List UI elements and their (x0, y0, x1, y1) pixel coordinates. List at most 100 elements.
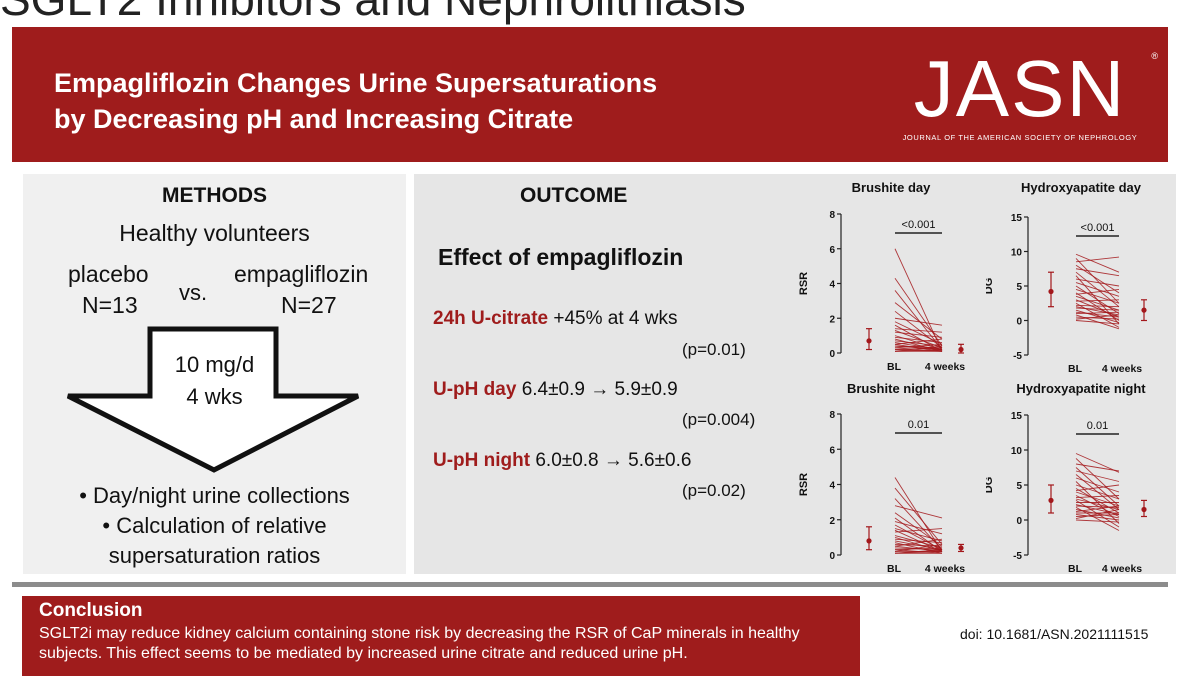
x-label-baseline: BL (887, 361, 902, 373)
y-axis-label: RSR (799, 272, 810, 295)
chart-brushite-day-svg: Brushite day RSR 0 2 4 6 8 BL 4 weeks <0.001 (799, 180, 965, 373)
y-tick-label: 15 (1011, 213, 1023, 224)
paired-line (1075, 314, 1120, 320)
p-value-label: <0.001 (902, 219, 936, 231)
empagliflozin-label: empagliflozin (234, 261, 369, 287)
paired-line (894, 498, 943, 551)
chart-hydroxyapatite-day: Hydroxyapatite day DG -5 0 5 10 15 BL 4 weeks <0.… (986, 176, 1176, 376)
ph-night-result: U-pH night 6.0±0.8 → 5.6±0.6 (433, 450, 691, 472)
banner-title: Empagliflozin Changes Urine Supersaturat… (54, 65, 657, 137)
p-value-label: 0.01 (908, 419, 929, 431)
chart-title: Hydroxyapatite night (1016, 381, 1146, 396)
paired-line (894, 543, 943, 552)
paired-line (1075, 320, 1120, 325)
chart-hydroxyapatite-night: Hydroxyapatite night DG -5 0 5 10 15 BL 4 weeks 0… (986, 377, 1176, 574)
placebo-label: placebo (68, 261, 149, 287)
paired-line (894, 551, 943, 554)
x-label-baseline: BL (887, 563, 902, 574)
journal-logo: JASN ® JOURNAL OF THE AMERICAN SOCIETY O… (880, 49, 1160, 149)
duration-label: 4 wks (186, 384, 243, 409)
outcome-panel: OUTCOME Effect of empagliflozin 24h U-ci… (414, 174, 1176, 574)
paired-line (894, 338, 943, 345)
paired-line (894, 521, 943, 535)
down-arrow-icon (66, 326, 360, 473)
empagliflozin-n: N=27 (281, 292, 337, 318)
paired-line (1075, 513, 1120, 517)
paired-line (894, 505, 943, 519)
x-label-4-weeks: 4 weeks (1102, 363, 1142, 375)
x-label-4-weeks: 4 weeks (925, 361, 965, 373)
paired-line (894, 331, 943, 338)
chart-hydroxyapatite-night-svg: Hydroxyapatite night DG -5 0 5 10 15 BL 4 weeks 0… (986, 381, 1147, 574)
paired-line (1075, 289, 1120, 304)
y-tick-label: 10 (1011, 248, 1023, 259)
paired-line (894, 343, 943, 349)
placebo-baseline-point (866, 338, 872, 344)
methods-bullet-calculation: • Calculation of relative (102, 513, 327, 538)
y-tick-label: 8 (829, 410, 835, 421)
x-label-baseline: BL (1068, 563, 1083, 574)
y-tick-label: 4 (829, 280, 835, 291)
chart-hydroxyapatite-day-svg: Hydroxyapatite day DG -5 0 5 10 15 BL 4 weeks <0.… (986, 180, 1147, 375)
paired-line (894, 487, 943, 545)
citrate-result: 24h U-citrate +45% at 4 wks (433, 308, 677, 330)
page-heading: SGLT2 Inhibitors and Nephrolithiasis (0, 0, 1200, 26)
paired-line (1075, 519, 1120, 523)
ph-night-p: (p=0.02) (682, 481, 746, 500)
banner-title-line2: by Decreasing pH and Increasing Citrate (54, 104, 574, 134)
y-tick-label: 8 (829, 210, 835, 221)
paired-line (1075, 488, 1120, 514)
p-value-label: 0.01 (1087, 420, 1108, 432)
title-banner: Empagliflozin Changes Urine Supersaturat… (12, 27, 1168, 162)
paired-line (1075, 470, 1120, 482)
outcome-title: OUTCOME (520, 184, 628, 207)
paired-line (1075, 289, 1120, 295)
paired-line (1075, 285, 1120, 314)
paired-line (1075, 491, 1120, 507)
paired-line (894, 328, 943, 333)
paired-line (1075, 505, 1120, 513)
journal-logo-word: JASN (913, 44, 1127, 133)
paired-line (894, 345, 943, 350)
placebo-baseline-point (1048, 288, 1054, 295)
chart-brushite-day: Brushite day RSR 0 2 4 6 8 BL 4 weeks <0.001 (799, 176, 984, 376)
placebo-n: N=13 (82, 292, 138, 318)
paired-line (1075, 278, 1120, 287)
paired-line (1075, 304, 1120, 308)
paired-line (1075, 282, 1120, 297)
placebo-4-weeks-point (958, 545, 964, 551)
paired-line (1075, 509, 1120, 520)
paired-line (1075, 299, 1120, 318)
y-tick-label: 5 (1016, 481, 1022, 492)
paired-line (894, 538, 943, 547)
paired-line (894, 321, 943, 345)
paired-line (894, 528, 943, 533)
journal-logo-subtitle: JOURNAL OF THE AMERICAN SOCIETY OF NEPHR… (902, 133, 1138, 142)
y-axis-label: DG (986, 278, 995, 295)
paired-line (894, 278, 943, 347)
paired-line (894, 317, 943, 326)
paired-line (1075, 484, 1120, 492)
dose-label: 10 mg/d (174, 352, 255, 377)
p-value-label: <0.001 (1081, 222, 1115, 234)
chart-title: Hydroxyapatite day (1021, 180, 1142, 195)
x-label-4-weeks: 4 weeks (1102, 563, 1142, 574)
paired-line (1075, 256, 1120, 263)
paired-line (1075, 484, 1120, 500)
paired-line (1075, 467, 1120, 507)
paired-line (894, 547, 943, 551)
effect-title: Effect of empagliflozin (438, 244, 684, 270)
paired-line (1075, 463, 1120, 472)
paired-line (894, 538, 943, 544)
y-tick-label: 4 (829, 481, 835, 492)
methods-title: METHODS (162, 184, 267, 207)
ph-night-label: U-pH night (433, 450, 531, 471)
doi-reference[interactable]: doi: 10.1681/ASN.2021111515 (960, 626, 1149, 642)
paired-line (1075, 495, 1120, 499)
y-tick-label: 10 (1011, 446, 1023, 457)
y-tick-label: -5 (1013, 351, 1022, 362)
paired-line (894, 336, 943, 344)
y-axis-label: DG (986, 477, 995, 494)
citrate-p: (p=0.01) (682, 340, 746, 359)
y-tick-label: 0 (1016, 516, 1022, 527)
